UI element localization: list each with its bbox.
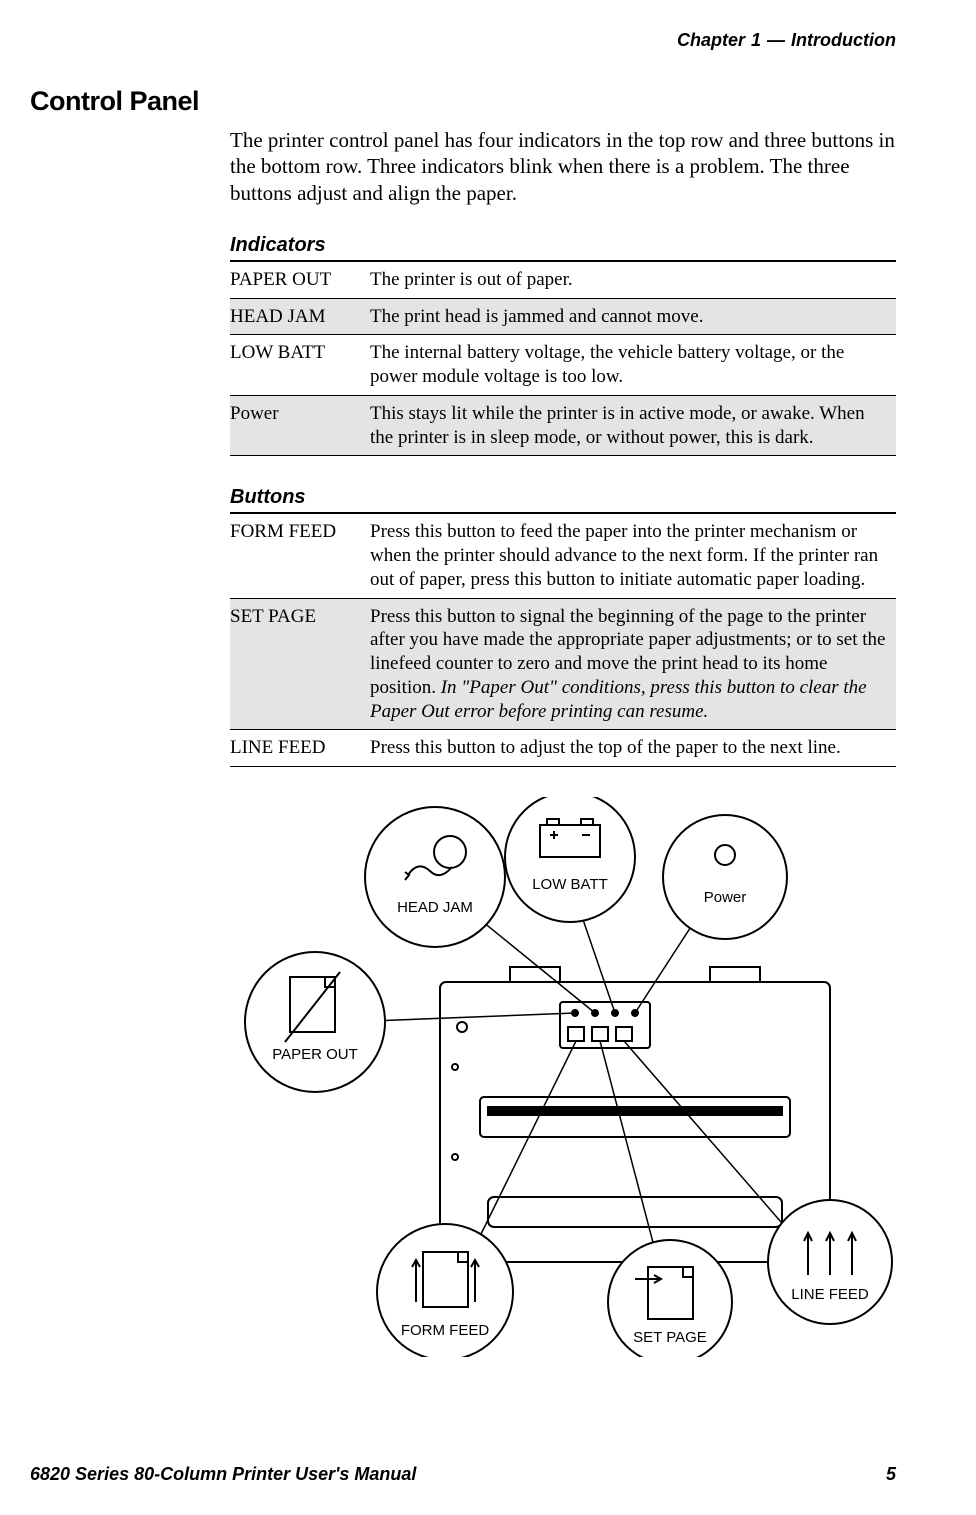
set-page-label: SET PAGE <box>633 1329 707 1346</box>
button-desc: Press this button to adjust the top of t… <box>370 730 896 767</box>
power-label: Power <box>704 889 747 906</box>
table-row: FORM FEED Press this button to feed the … <box>230 514 896 598</box>
form-feed-callout: FORM FEED <box>377 1224 513 1357</box>
buttons-title: Buttons <box>230 486 896 514</box>
button-term: LINE FEED <box>230 730 370 767</box>
section-heading: Control Panel <box>30 86 896 117</box>
button-desc: Press this button to feed the paper into… <box>370 514 896 598</box>
chapter-title: Introduction <box>791 30 896 51</box>
indicator-term: Power <box>230 395 370 456</box>
button-term: FORM FEED <box>230 514 370 598</box>
table-row: HEAD JAM The print head is jammed and ca… <box>230 298 896 335</box>
footer-manual-title: 6820 Series 80-Column Printer User's Man… <box>30 1464 416 1485</box>
low-batt-label: LOW BATT <box>532 876 608 893</box>
table-row: LOW BATT The internal battery voltage, t… <box>230 335 896 396</box>
chapter-number: 1 <box>751 30 761 51</box>
header-sep: — <box>767 30 785 51</box>
chapter-word: Chapter <box>677 30 745 51</box>
button-desc: Press this button to signal the beginnin… <box>370 598 896 730</box>
form-feed-label: FORM FEED <box>401 1322 489 1339</box>
indicators-title: Indicators <box>230 234 896 262</box>
head-jam-label: HEAD JAM <box>397 899 473 916</box>
page-header: Chapter 1 — Introduction <box>30 30 896 51</box>
page-footer: 6820 Series 80-Column Printer User's Man… <box>30 1464 896 1485</box>
indicator-term: HEAD JAM <box>230 298 370 335</box>
line-feed-label: LINE FEED <box>791 1286 869 1303</box>
indicator-desc: This stays lit while the printer is in a… <box>370 395 896 456</box>
power-callout: Power <box>663 815 787 939</box>
footer-page-number: 5 <box>886 1464 896 1485</box>
head-jam-callout: HEAD JAM <box>365 807 505 947</box>
low-batt-callout: LOW BATT <box>505 797 635 922</box>
indicators-table: PAPER OUT The printer is out of paper. H… <box>230 262 896 457</box>
intro-paragraph: The printer control panel has four indic… <box>230 127 896 206</box>
set-page-callout: SET PAGE <box>608 1240 732 1357</box>
table-row: SET PAGE Press this button to signal the… <box>230 598 896 730</box>
paper-out-callout: PAPER OUT <box>245 952 385 1092</box>
table-row: PAPER OUT The printer is out of paper. <box>230 262 896 298</box>
indicator-term: PAPER OUT <box>230 262 370 298</box>
button-term: SET PAGE <box>230 598 370 730</box>
printer-body-icon <box>440 967 830 1262</box>
line-feed-callout: LINE FEED <box>768 1200 892 1324</box>
indicator-desc: The printer is out of paper. <box>370 262 896 298</box>
control-panel-diagram: PAPER OUT HEAD JAM LOW BATT <box>230 797 896 1362</box>
indicator-term: LOW BATT <box>230 335 370 396</box>
buttons-table: FORM FEED Press this button to feed the … <box>230 514 896 767</box>
paper-out-label: PAPER OUT <box>272 1046 358 1063</box>
table-row: LINE FEED Press this button to adjust th… <box>230 730 896 767</box>
indicator-desc: The print head is jammed and cannot move… <box>370 298 896 335</box>
indicator-desc: The internal battery voltage, the vehicl… <box>370 335 896 396</box>
table-row: Power This stays lit while the printer i… <box>230 395 896 456</box>
